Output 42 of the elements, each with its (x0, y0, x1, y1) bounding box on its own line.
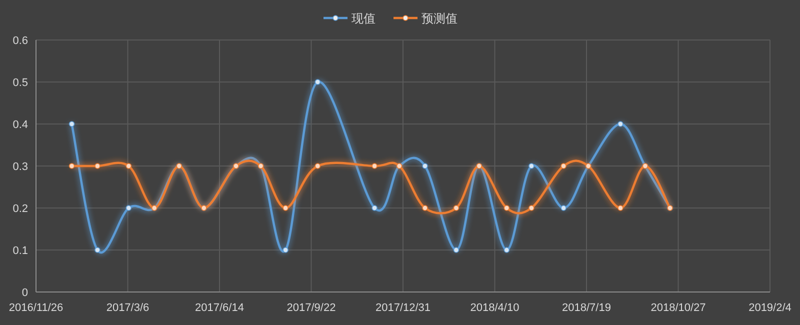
point (504, 205, 510, 211)
point (126, 163, 132, 169)
y-tick-label: 0.3 (12, 161, 28, 173)
point (618, 205, 624, 211)
point (422, 163, 428, 169)
point (282, 247, 288, 253)
x-tick-label: 2017/9/22 (286, 302, 336, 314)
point (314, 163, 321, 169)
point (618, 121, 624, 127)
x-tick-label: 2018/10/27 (650, 302, 706, 314)
y-tick-label: 0.6 (12, 35, 28, 47)
point (422, 205, 428, 211)
point (126, 205, 132, 211)
y-tick-label: 0 (22, 287, 28, 299)
point (528, 163, 534, 169)
point (453, 247, 460, 253)
x-tick-label: 2018/4/10 (470, 302, 520, 314)
point (560, 205, 566, 211)
legend-label: 预测值 (422, 12, 458, 26)
point (372, 163, 378, 169)
point (453, 205, 460, 211)
point (94, 247, 100, 253)
point (560, 163, 566, 169)
legend-label: 现值 (352, 12, 376, 26)
y-tick-label: 0.5 (12, 77, 28, 89)
point (372, 205, 378, 211)
point (314, 79, 321, 85)
x-tick-label: 2017/12/31 (375, 302, 431, 314)
x-tick-label: 2017/6/14 (195, 302, 244, 314)
point (282, 205, 288, 211)
y-tick-label: 0.1 (12, 245, 28, 257)
point (528, 205, 534, 211)
x-tick-label: 2016/11/26 (8, 302, 64, 314)
point (504, 247, 510, 253)
point (94, 163, 100, 169)
x-tick-label: 2018/7/19 (562, 302, 611, 314)
x-tick-label: 2019/2/4 (748, 302, 792, 314)
y-tick-label: 0.2 (12, 203, 28, 215)
x-tick-label: 2017/3/6 (106, 302, 150, 314)
point (68, 163, 75, 169)
point (68, 121, 75, 127)
y-tick-label: 0.4 (12, 119, 28, 131)
